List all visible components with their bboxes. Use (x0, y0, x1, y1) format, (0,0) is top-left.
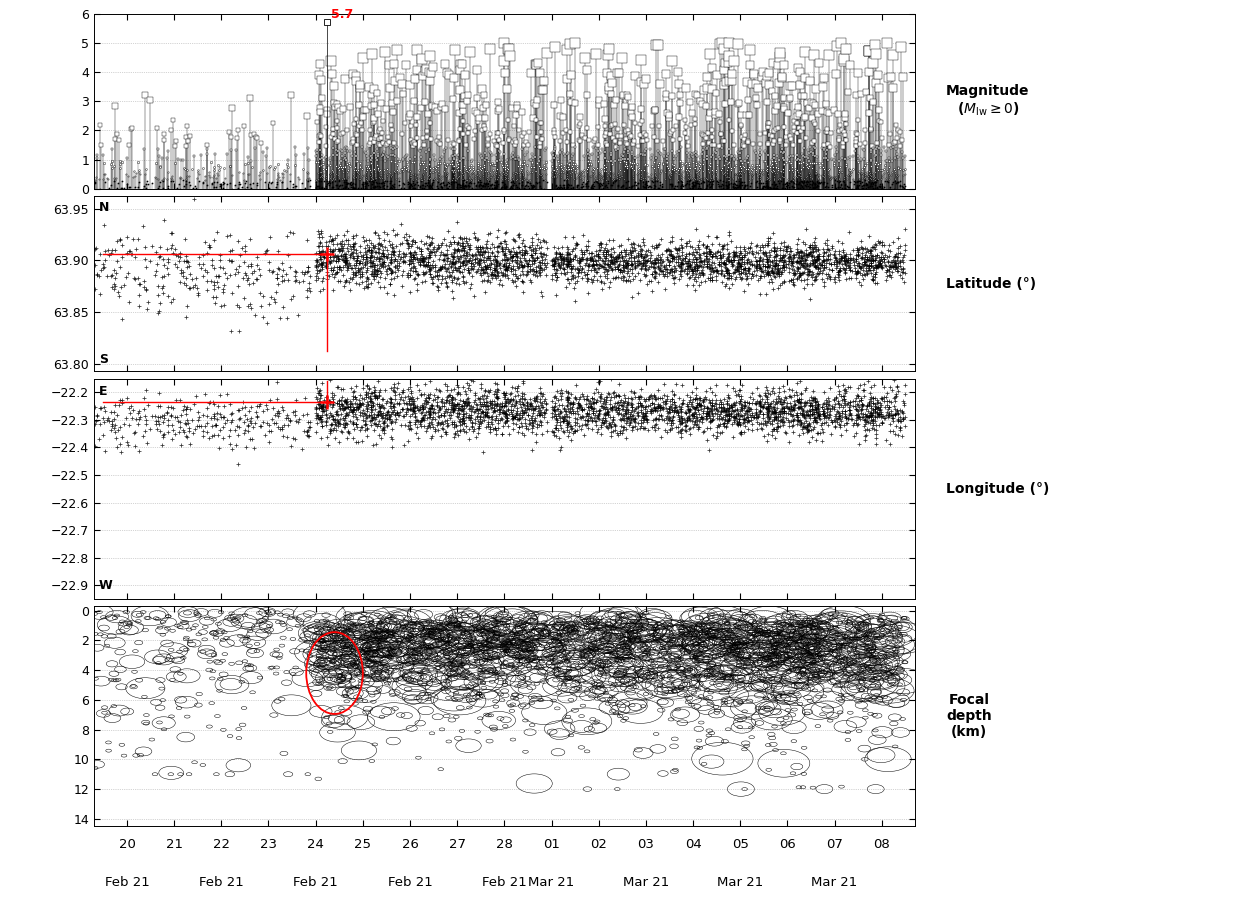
Text: Mar 21: Mar 21 (529, 876, 575, 888)
Text: 06: 06 (779, 837, 796, 851)
Text: 26: 26 (401, 837, 419, 851)
Text: Mar 21: Mar 21 (812, 876, 857, 888)
Text: W: W (99, 579, 113, 593)
Text: 22: 22 (213, 837, 229, 851)
Text: E: E (99, 385, 108, 398)
Text: N: N (99, 202, 109, 215)
Text: 21: 21 (165, 837, 183, 851)
Text: Feb 21: Feb 21 (104, 876, 149, 888)
Text: 07: 07 (826, 837, 843, 851)
Text: Mar 21: Mar 21 (717, 876, 763, 888)
Text: 27: 27 (449, 837, 466, 851)
Text: 04: 04 (684, 837, 702, 851)
Text: 23: 23 (259, 837, 277, 851)
Text: 28: 28 (496, 837, 512, 851)
Text: 24: 24 (307, 837, 325, 851)
Text: 03: 03 (638, 837, 654, 851)
Text: Longitude (°): Longitude (°) (946, 482, 1050, 496)
Text: 5.7: 5.7 (331, 8, 353, 21)
Text: Feb 21: Feb 21 (293, 876, 338, 888)
Text: 02: 02 (590, 837, 608, 851)
Text: S: S (99, 353, 108, 366)
Text: Feb 21: Feb 21 (199, 876, 243, 888)
Text: 25: 25 (355, 837, 371, 851)
Text: Focal
depth
(km): Focal depth (km) (946, 693, 992, 740)
Text: Feb 21: Feb 21 (482, 876, 526, 888)
Text: Latitude (°): Latitude (°) (946, 277, 1036, 291)
Text: 01: 01 (543, 837, 560, 851)
Text: Feb 21: Feb 21 (387, 876, 432, 888)
Text: 08: 08 (873, 837, 890, 851)
Text: 20: 20 (119, 837, 135, 851)
Text: Mar 21: Mar 21 (623, 876, 669, 888)
Text: 05: 05 (732, 837, 748, 851)
Text: Magnitude
($\mathit{M}_{\mathrm{lw}} \geq 0$): Magnitude ($\mathit{M}_{\mathrm{lw}} \ge… (946, 84, 1030, 119)
